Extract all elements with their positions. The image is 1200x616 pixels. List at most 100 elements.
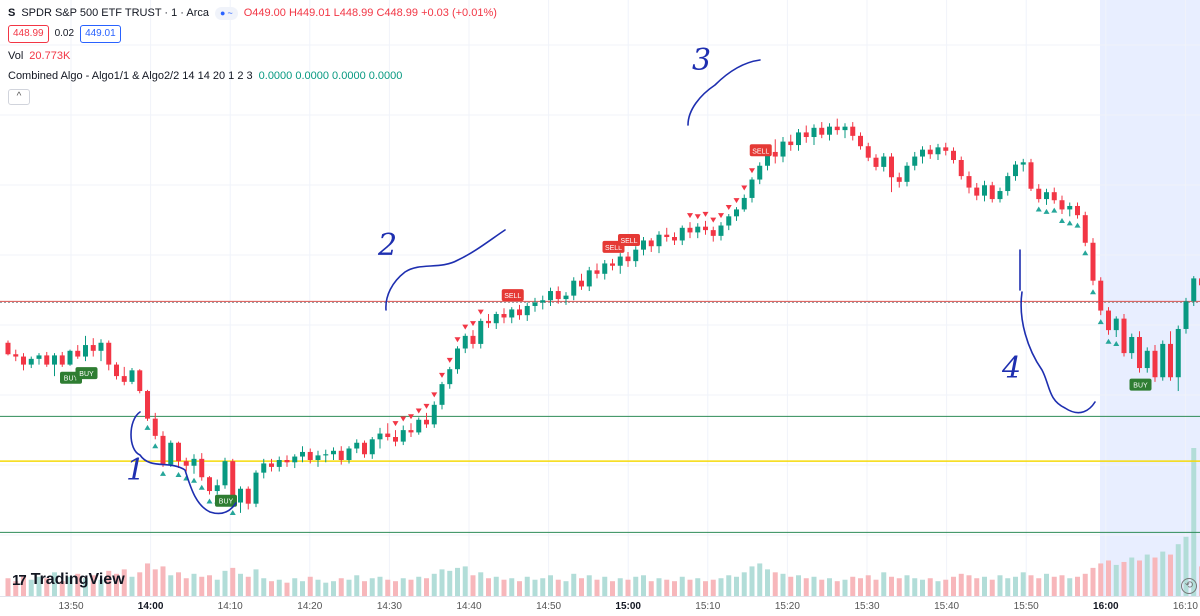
candle-body — [68, 351, 73, 365]
volume-bar — [308, 577, 313, 596]
candle-body — [1005, 176, 1010, 191]
candle-body — [897, 177, 902, 182]
candle-body — [176, 443, 181, 461]
sell-marker-icon — [726, 205, 732, 210]
visibility-toggle[interactable]: ● ~ — [215, 7, 238, 20]
candle-body — [1067, 206, 1072, 209]
candle — [1160, 340, 1165, 380]
candle-body — [928, 150, 933, 155]
candle — [695, 223, 700, 238]
candle-body — [401, 430, 406, 441]
candle — [804, 126, 809, 143]
candle-body — [548, 291, 553, 300]
algo-label[interactable]: Combined Algo - Algo1/1 & Algo2/2 14 14 … — [8, 69, 253, 83]
candle — [401, 426, 406, 446]
collapse-legend-button[interactable]: ^ — [8, 89, 30, 105]
candle — [502, 308, 507, 323]
candle — [1184, 298, 1189, 334]
candle — [168, 440, 173, 466]
candle — [478, 319, 483, 349]
candle — [455, 346, 460, 374]
buy-marker-icon — [1082, 250, 1088, 255]
volume-bar — [773, 572, 778, 596]
candle-body — [184, 461, 189, 466]
candle-body — [1036, 189, 1041, 199]
volume-bar — [6, 578, 11, 596]
sell-signal: SELL — [618, 234, 640, 246]
volume-bar — [517, 581, 522, 596]
candle — [192, 454, 197, 474]
buy-marker-icon — [152, 443, 158, 448]
candle — [711, 227, 716, 242]
volume-bar — [1122, 562, 1127, 596]
volume-bar — [967, 575, 972, 596]
candle-body — [695, 227, 700, 233]
candles[interactable] — [6, 119, 1200, 513]
volume-bar — [866, 575, 871, 596]
candle — [13, 350, 18, 361]
buy-marker-icon — [1059, 218, 1065, 223]
volume-bar — [742, 572, 747, 596]
volume-bar — [393, 581, 398, 596]
candle-body — [843, 127, 848, 130]
volume-bar — [1129, 558, 1134, 596]
volume-bar — [137, 572, 142, 596]
volume-bar — [750, 566, 755, 596]
candle-body — [819, 128, 824, 135]
candle-body — [1044, 192, 1049, 199]
volume-bar — [1153, 558, 1158, 596]
volume-bar — [688, 580, 693, 596]
candle — [703, 221, 708, 235]
candle-body — [145, 391, 150, 419]
replay-icon[interactable]: ⟲ — [1181, 578, 1197, 594]
candle — [223, 458, 228, 489]
buy-marker-icon — [207, 498, 213, 503]
candle-body — [122, 376, 127, 382]
candle — [145, 390, 150, 421]
candle-body — [881, 157, 886, 167]
candle — [928, 145, 933, 159]
candle — [99, 339, 104, 361]
volume-bar — [998, 575, 1003, 596]
candle — [300, 446, 305, 462]
volume-bar — [316, 580, 321, 596]
candle-body — [920, 150, 925, 157]
candle — [1122, 314, 1127, 357]
candle — [60, 352, 65, 367]
candle — [657, 231, 662, 253]
volume-bar — [804, 578, 809, 596]
candle-body — [905, 166, 910, 182]
candle — [773, 139, 778, 163]
tradingview-logo[interactable]: 17 TradingView — [12, 571, 125, 589]
sell-marker-icon — [710, 218, 716, 223]
candle-body — [238, 489, 243, 503]
bid-price[interactable]: 448.99 — [8, 25, 49, 43]
candle — [967, 171, 972, 193]
candle-body — [556, 291, 561, 299]
ask-price[interactable]: 449.01 — [80, 25, 121, 43]
sell-marker-icon — [718, 213, 724, 218]
candle-body — [277, 460, 282, 467]
tradingview-wordmark: TradingView — [31, 571, 125, 589]
volume-bar — [719, 578, 724, 596]
candle — [254, 470, 259, 507]
volume-bar — [726, 575, 731, 596]
candle — [463, 334, 468, 354]
candle — [664, 228, 669, 242]
time-tick-label: 14:50 — [536, 601, 561, 612]
buy-marker-icon — [160, 471, 166, 476]
symbol-title[interactable]: SPDR S&P 500 ETF TRUST · 1 · Arca — [21, 6, 209, 20]
candle-body — [711, 230, 716, 236]
candle-body — [354, 443, 359, 449]
signal-text: SELL — [504, 293, 521, 300]
candle — [83, 336, 88, 361]
volume-bar — [571, 574, 576, 596]
spread-value: 0.02 — [55, 27, 74, 41]
candle-body — [60, 355, 65, 364]
candle-body — [440, 384, 445, 405]
candle-body — [998, 191, 1003, 199]
candle-body — [91, 345, 96, 351]
candle-body — [509, 309, 514, 317]
buy-signal: BUY — [1130, 379, 1152, 391]
